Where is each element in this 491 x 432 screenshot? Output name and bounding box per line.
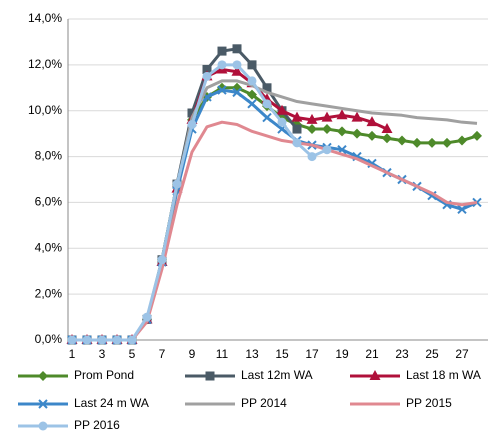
x-tick-label: 1	[69, 347, 76, 361]
x-tick-label: 5	[129, 347, 136, 361]
legend-marker	[205, 371, 215, 381]
point	[291, 111, 303, 122]
legend-label: PP 2016	[74, 418, 120, 432]
point	[231, 65, 243, 76]
point	[322, 145, 332, 155]
x-tick-label: 9	[189, 347, 196, 361]
y-tick-label: 0,0%	[35, 332, 63, 346]
point	[367, 130, 377, 141]
point	[292, 138, 302, 148]
point	[262, 99, 272, 109]
x-tick-label: 17	[305, 347, 319, 361]
point	[337, 126, 347, 137]
legend-label: Last 18 m WA	[406, 368, 481, 382]
series-line	[72, 67, 388, 342]
y-tick-label: 6,0%	[35, 195, 63, 209]
point	[202, 64, 212, 74]
point	[217, 60, 227, 70]
point	[262, 83, 272, 93]
point	[262, 112, 272, 123]
x-tick-label: 27	[455, 347, 469, 361]
y-tick-label: 14,0%	[28, 11, 62, 25]
point	[427, 137, 437, 148]
series-line	[72, 86, 478, 342]
x-tick-label: 3	[99, 347, 106, 361]
point	[67, 335, 77, 345]
point	[307, 124, 317, 135]
point	[336, 109, 348, 120]
point	[172, 179, 182, 189]
point	[277, 117, 287, 127]
point	[442, 137, 452, 148]
legend-marker	[38, 421, 48, 431]
x-tick-label: 25	[425, 347, 439, 361]
point	[232, 60, 242, 70]
legend-marker	[38, 371, 48, 381]
x-tick-label: 23	[395, 347, 409, 361]
x-tick-label: 11	[216, 347, 229, 361]
point	[247, 99, 257, 109]
point	[232, 87, 242, 98]
y-tick-label: 4,0%	[35, 240, 63, 254]
point	[307, 152, 317, 162]
y-tick-label: 12,0%	[28, 57, 62, 71]
series-line	[72, 47, 299, 342]
series-line	[72, 120, 478, 342]
point	[292, 119, 302, 130]
x-tick-label: 13	[245, 347, 259, 361]
point	[232, 44, 242, 54]
point	[382, 133, 392, 144]
legend-label: PP 2015	[406, 396, 452, 410]
point	[412, 137, 422, 148]
x-tick-label: 15	[275, 347, 289, 361]
point	[276, 104, 288, 115]
point	[217, 46, 227, 56]
legend-marker	[369, 370, 381, 380]
point	[292, 124, 302, 134]
point	[397, 135, 407, 146]
point	[352, 128, 362, 139]
point	[247, 76, 257, 86]
point	[306, 113, 318, 124]
point	[142, 312, 152, 322]
y-tick-label: 8,0%	[35, 149, 63, 163]
point	[321, 111, 333, 122]
y-tick-label: 2,0%	[35, 286, 63, 300]
y-tick-label: 10,0%	[28, 103, 62, 117]
point	[112, 335, 122, 345]
point	[82, 335, 92, 345]
point	[351, 111, 363, 122]
point	[187, 119, 197, 129]
point	[381, 123, 393, 134]
x-tick-label: 7	[159, 347, 166, 361]
legend-marker	[38, 399, 48, 409]
series-line	[72, 88, 478, 342]
point	[157, 255, 167, 265]
x-tick-label: 19	[335, 347, 349, 361]
point	[247, 60, 257, 70]
legend-label: Last 12m WA	[241, 368, 313, 382]
point	[127, 335, 137, 345]
x-tick-label: 21	[365, 347, 379, 361]
point	[97, 335, 107, 345]
legend-label: Prom Pond	[74, 368, 134, 382]
point	[366, 116, 378, 127]
point	[187, 108, 197, 118]
legend-label: Last 24 m WA	[74, 396, 149, 410]
legend-label: PP 2014	[241, 396, 287, 410]
point	[457, 135, 467, 146]
point	[247, 89, 257, 100]
point	[472, 130, 482, 141]
point	[457, 204, 467, 215]
point	[217, 85, 227, 95]
point	[202, 71, 212, 81]
series-line	[72, 79, 478, 342]
point	[322, 124, 332, 135]
